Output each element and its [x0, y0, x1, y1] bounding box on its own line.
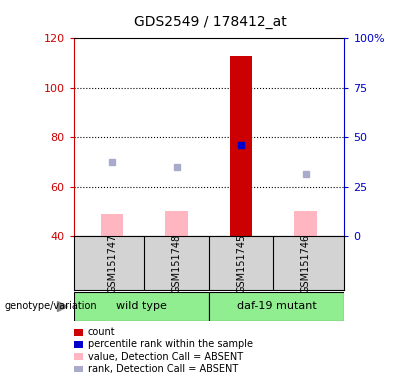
Text: GSM151745: GSM151745: [236, 233, 246, 293]
Bar: [74, 292, 209, 321]
Text: rank, Detection Call = ABSENT: rank, Detection Call = ABSENT: [88, 364, 238, 374]
Text: GSM151748: GSM151748: [172, 233, 182, 293]
Bar: [230, 56, 252, 236]
Bar: [165, 212, 188, 236]
Bar: [209, 292, 344, 321]
Bar: [294, 212, 317, 236]
Text: value, Detection Call = ABSENT: value, Detection Call = ABSENT: [88, 352, 243, 362]
Text: count: count: [88, 327, 116, 337]
Text: GDS2549 / 178412_at: GDS2549 / 178412_at: [134, 15, 286, 29]
Text: genotype/variation: genotype/variation: [4, 301, 97, 311]
Text: GSM151747: GSM151747: [107, 233, 117, 293]
Text: percentile rank within the sample: percentile rank within the sample: [88, 339, 253, 349]
Text: daf-19 mutant: daf-19 mutant: [237, 301, 317, 311]
Text: GSM151746: GSM151746: [301, 233, 311, 293]
Bar: [101, 214, 123, 236]
Text: wild type: wild type: [116, 301, 167, 311]
